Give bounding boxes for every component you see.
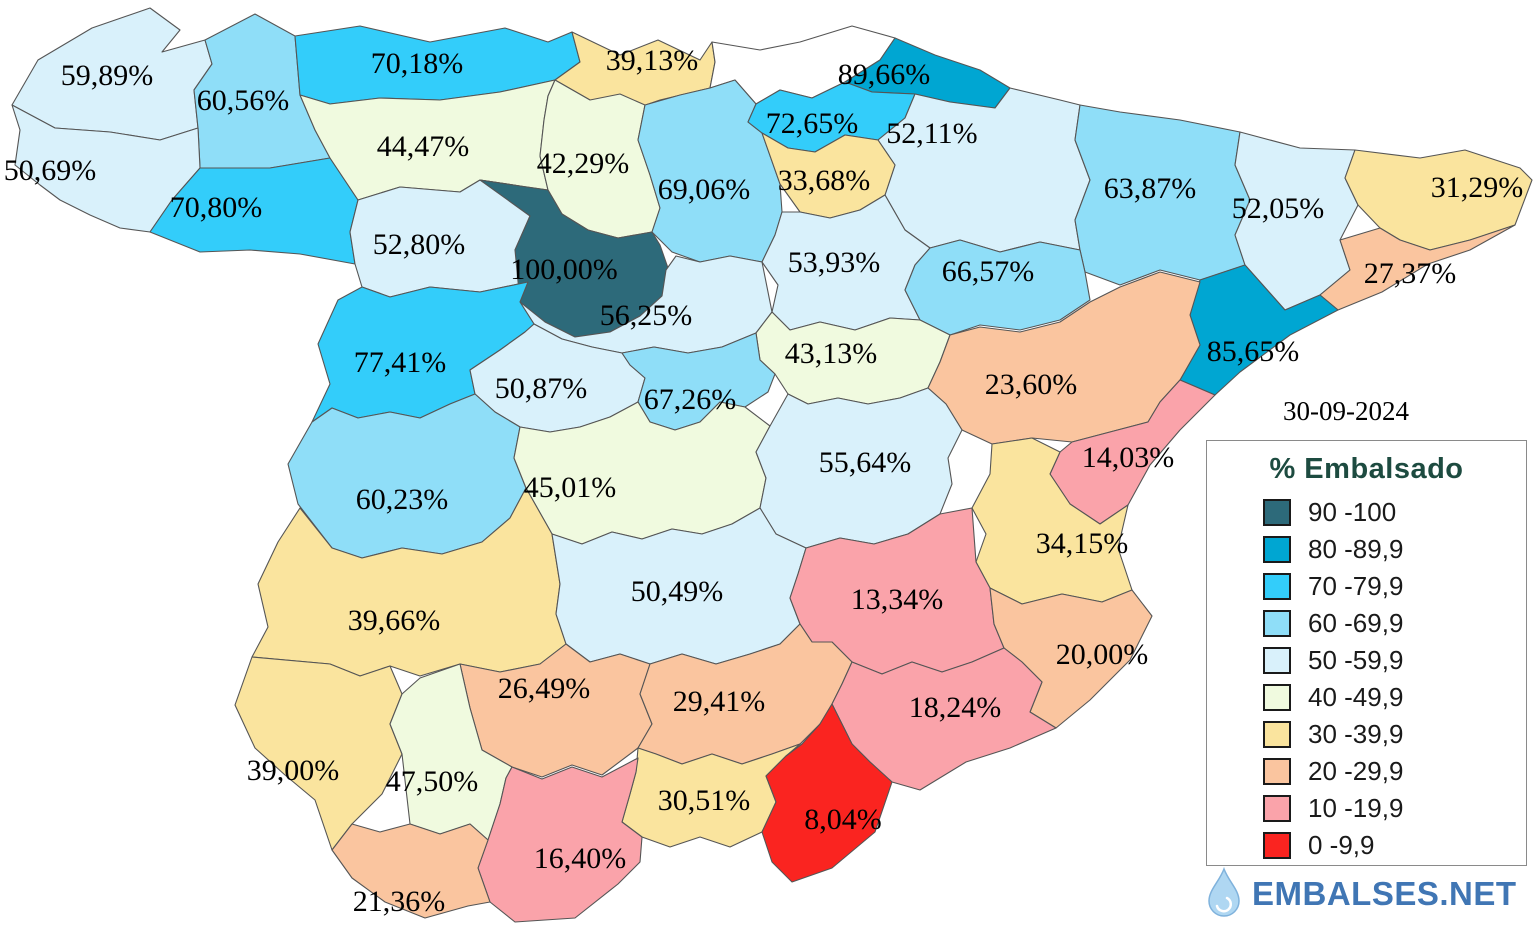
region-label: 31,29% (1431, 171, 1524, 204)
region-label: 67,26% (644, 383, 737, 416)
legend-rows: 90 -100 80 -89,9 70 -79,9 60 -69,9 50 -5… (1207, 494, 1526, 864)
legend-swatch (1263, 795, 1291, 822)
region-label: 50,69% (4, 154, 97, 187)
region-label: 29,41% (673, 685, 766, 718)
legend-item: 30 -39,9 (1263, 716, 1526, 753)
map-region[interactable] (331, 823, 491, 919)
legend-item-label: 50 -59,9 (1308, 645, 1404, 675)
region-label: 26,49% (498, 672, 591, 705)
legend-item: 70 -79,9 (1263, 568, 1526, 605)
legend-item-label: 60 -69,9 (1308, 608, 1404, 638)
map-region[interactable] (234, 656, 403, 851)
map-region[interactable] (877, 87, 1091, 253)
legend-item-label: 80 -89,9 (1308, 534, 1404, 564)
region-label: 77,41% (354, 346, 447, 379)
region-label: 50,87% (495, 372, 588, 405)
legend-item: 50 -59,9 (1263, 642, 1526, 679)
legend-swatch (1263, 499, 1291, 526)
region-label: 100,00% (510, 253, 618, 286)
map-region[interactable] (761, 132, 896, 219)
logo-text: EMBALSES.NET (1252, 875, 1517, 912)
region-label: 13,34% (851, 583, 944, 616)
region-label: 44,47% (377, 130, 470, 163)
legend-item: 60 -69,9 (1263, 605, 1526, 642)
region-label: 52,11% (886, 117, 977, 150)
region-label: 70,80% (170, 191, 263, 224)
region-label: 33,68% (778, 164, 871, 197)
map-region[interactable] (1319, 224, 1516, 311)
region-label: 66,57% (942, 255, 1035, 288)
legend-item: 20 -29,9 (1263, 753, 1526, 790)
legend-item-label: 30 -39,9 (1308, 719, 1404, 749)
legend-swatch (1263, 832, 1291, 859)
map-region-labels: 59,89% 60,56% 70,18% 39,13% 89,66% 50,69… (4, 44, 1524, 918)
legend-swatch (1263, 684, 1291, 711)
region-label: 14,03% (1082, 441, 1175, 474)
region-label: 72,65% (766, 107, 859, 140)
region-label: 30,51% (658, 784, 751, 817)
legend-item: 90 -100 (1263, 494, 1526, 531)
region-label: 50,49% (631, 575, 724, 608)
map-region[interactable] (904, 239, 1091, 336)
water-drop-icon (1208, 866, 1240, 917)
legend-item-label: 20 -29,9 (1308, 756, 1404, 786)
region-label: 60,23% (356, 483, 449, 516)
region-label: 23,60% (985, 368, 1078, 401)
legend-item-label: 90 -100 (1308, 497, 1397, 527)
legend-swatch (1263, 721, 1291, 748)
region-label: 63,87% (1104, 172, 1197, 205)
legend-swatch (1263, 610, 1291, 637)
legend-title: % Embalsado (1269, 453, 1464, 485)
legend-swatch (1263, 647, 1291, 674)
legend-swatch (1263, 536, 1291, 563)
region-label: 52,05% (1232, 192, 1325, 225)
region-label: 43,13% (785, 337, 878, 370)
legend-item: 10 -19,9 (1263, 790, 1526, 827)
region-label: 69,06% (658, 173, 751, 206)
map-regions (11, 7, 1533, 923)
map-date: 30-09-2024 (1283, 396, 1409, 426)
embalses-net-logo[interactable]: EMBALSES.NET (1204, 866, 1517, 922)
region-label: 45,01% (524, 471, 617, 504)
legend-item-label: 70 -79,9 (1308, 571, 1404, 601)
legend-box: % Embalsado 90 -100 80 -89,9 70 -79,9 60… (1206, 440, 1527, 866)
region-label: 55,64% (819, 446, 912, 479)
region-label: 21,36% (353, 885, 446, 918)
legend-item-label: 40 -49,9 (1308, 682, 1404, 712)
legend-item: 0 -9,9 (1263, 827, 1526, 864)
legend-item-label: 0 -9,9 (1308, 830, 1375, 860)
region-label: 39,66% (348, 604, 441, 637)
region-label: 20,00% (1056, 638, 1149, 671)
legend-item: 80 -89,9 (1263, 531, 1526, 568)
legend-swatch (1263, 573, 1291, 600)
region-label: 60,56% (197, 84, 290, 117)
legend-item: 40 -49,9 (1263, 679, 1526, 716)
map-region[interactable] (761, 703, 893, 883)
region-label: 56,25% (600, 299, 693, 332)
region-label: 39,13% (606, 44, 699, 77)
region-label: 85,65% (1207, 335, 1300, 368)
region-label: 59,89% (61, 59, 154, 92)
legend-item-label: 10 -19,9 (1308, 793, 1404, 823)
region-label: 89,66% (838, 58, 931, 91)
region-label: 27,37% (1364, 257, 1457, 290)
legend-swatch (1263, 758, 1291, 785)
region-label: 39,00% (247, 754, 340, 787)
region-label: 52,80% (373, 228, 466, 261)
region-label: 70,18% (371, 47, 464, 80)
region-label: 47,50% (386, 765, 479, 798)
region-label: 53,93% (788, 246, 881, 279)
map-region[interactable] (287, 393, 527, 559)
region-label: 34,15% (1036, 527, 1129, 560)
region-label: 8,04% (804, 803, 882, 836)
region-label: 16,40% (534, 842, 627, 875)
region-label: 42,29% (537, 147, 630, 180)
region-label: 18,24% (909, 691, 1002, 724)
